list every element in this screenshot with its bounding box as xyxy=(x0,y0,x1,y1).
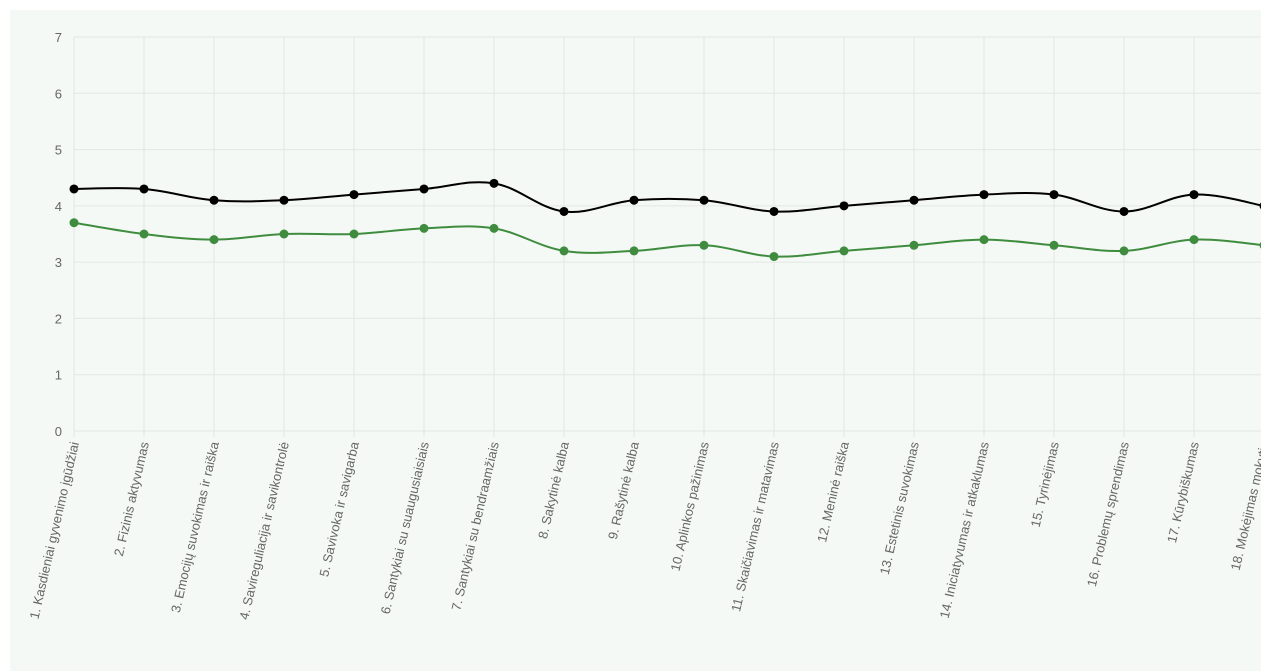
series-1-point[interactable] xyxy=(839,201,849,211)
x-tick-label: 17. Kūrybiškumas xyxy=(1164,440,1202,545)
x-tick-label: 15. Tyrinėjimas xyxy=(1028,440,1062,529)
x-tick-label: 13. Estetinis suvokimas xyxy=(877,440,922,576)
x-axis: 1. Kasdieniai gyvenimo įgūdžiai 2. Fizini… xyxy=(27,440,1261,622)
x-tick-label: 10. Aplinkos pažinimas xyxy=(668,440,712,573)
series-2-point[interactable] xyxy=(559,246,569,256)
series-1-point[interactable] xyxy=(209,195,219,205)
y-axis: 0 1 2 3 4 5 6 7 xyxy=(55,30,62,439)
series-2-point[interactable] xyxy=(349,229,359,239)
series-2-point[interactable] xyxy=(419,223,429,233)
x-tick-label: 8. Sakytinė kalba xyxy=(535,440,572,541)
series-2-point[interactable] xyxy=(139,229,149,239)
series-1-point[interactable] xyxy=(909,195,919,205)
series-2-point[interactable] xyxy=(909,240,919,250)
y-tick-label: 1 xyxy=(55,368,62,383)
series-1-point[interactable] xyxy=(769,206,779,216)
series-line-2 xyxy=(73,221,1261,258)
x-tick-label: 7. Santykiai su bendraamžiais xyxy=(448,440,502,612)
series-2-point[interactable] xyxy=(699,240,709,250)
series-2-point[interactable] xyxy=(979,235,989,245)
y-tick-label: 5 xyxy=(55,143,62,158)
series-1-point[interactable] xyxy=(349,190,359,200)
x-tick-label: 4. Savireguliacija ir savikontrolė xyxy=(236,440,292,621)
series-1-point[interactable] xyxy=(1049,190,1059,200)
chart-panel: 0 1 2 3 4 5 6 7 1. Kasdieniai gyvenimo įgūdžiai… xyxy=(10,10,1261,671)
y-tick-label: 7 xyxy=(55,30,62,45)
x-tick-label: 14. Iniciatyvumas ir atkaklumas xyxy=(937,440,992,620)
series-2-point[interactable] xyxy=(1119,246,1129,256)
series-layer xyxy=(69,178,1261,262)
series-1-point[interactable] xyxy=(279,195,289,205)
x-tick-label: 3. Emocijų suvokimas ir raiška xyxy=(168,440,222,614)
series-1-point[interactable] xyxy=(489,178,499,188)
series-2-point[interactable] xyxy=(769,252,779,262)
series-1-point[interactable] xyxy=(69,184,79,194)
x-tick-label: 18. Mokėjimas mokytis xyxy=(1228,440,1261,572)
y-tick-label: 4 xyxy=(55,199,62,214)
y-tick-label: 6 xyxy=(55,86,62,101)
series-1-point[interactable] xyxy=(699,195,709,205)
series-1-point[interactable] xyxy=(979,190,989,200)
series-1-point[interactable] xyxy=(629,195,639,205)
y-tick-label: 0 xyxy=(55,424,62,439)
series-2-point[interactable] xyxy=(839,246,849,256)
series-line-1 xyxy=(73,181,1261,213)
series-1-point[interactable] xyxy=(139,184,149,194)
y-tick-label: 2 xyxy=(55,311,62,326)
series-2-point[interactable] xyxy=(1189,235,1199,245)
series-1-point[interactable] xyxy=(419,184,429,194)
series-1-point[interactable] xyxy=(559,206,569,216)
x-tick-label: 16. Problemų sprendimas xyxy=(1084,440,1132,588)
y-tick-label: 3 xyxy=(55,255,62,270)
series-1-point[interactable] xyxy=(1119,206,1129,216)
x-tick-label: 11. Skaičiavimas ir matavimas xyxy=(728,440,782,613)
series-2-point[interactable] xyxy=(1049,240,1059,250)
x-tick-label: 2. Fizinis aktyvumas xyxy=(111,440,152,558)
x-tick-label: 6. Santykiai su suaugusiaisiais xyxy=(378,440,432,616)
series-2-point[interactable] xyxy=(279,229,289,239)
x-tick-label: 9. Rašytinė kalba xyxy=(605,440,642,541)
x-tick-label: 1. Kasdieniai gyvenimo įgūdžiai xyxy=(27,440,82,620)
series-2-point[interactable] xyxy=(69,218,79,228)
series-2-point[interactable] xyxy=(629,246,639,256)
series-2-point[interactable] xyxy=(489,223,499,233)
series-1-point[interactable] xyxy=(1189,190,1199,200)
x-tick-label: 12. Meninė raiška xyxy=(814,440,852,544)
x-tick-label: 5. Savivoka ir savigarba xyxy=(316,440,362,579)
series-2-point[interactable] xyxy=(209,235,219,245)
line-chart: 0 1 2 3 4 5 6 7 1. Kasdieniai gyvenimo įgūdžiai… xyxy=(27,30,1261,622)
